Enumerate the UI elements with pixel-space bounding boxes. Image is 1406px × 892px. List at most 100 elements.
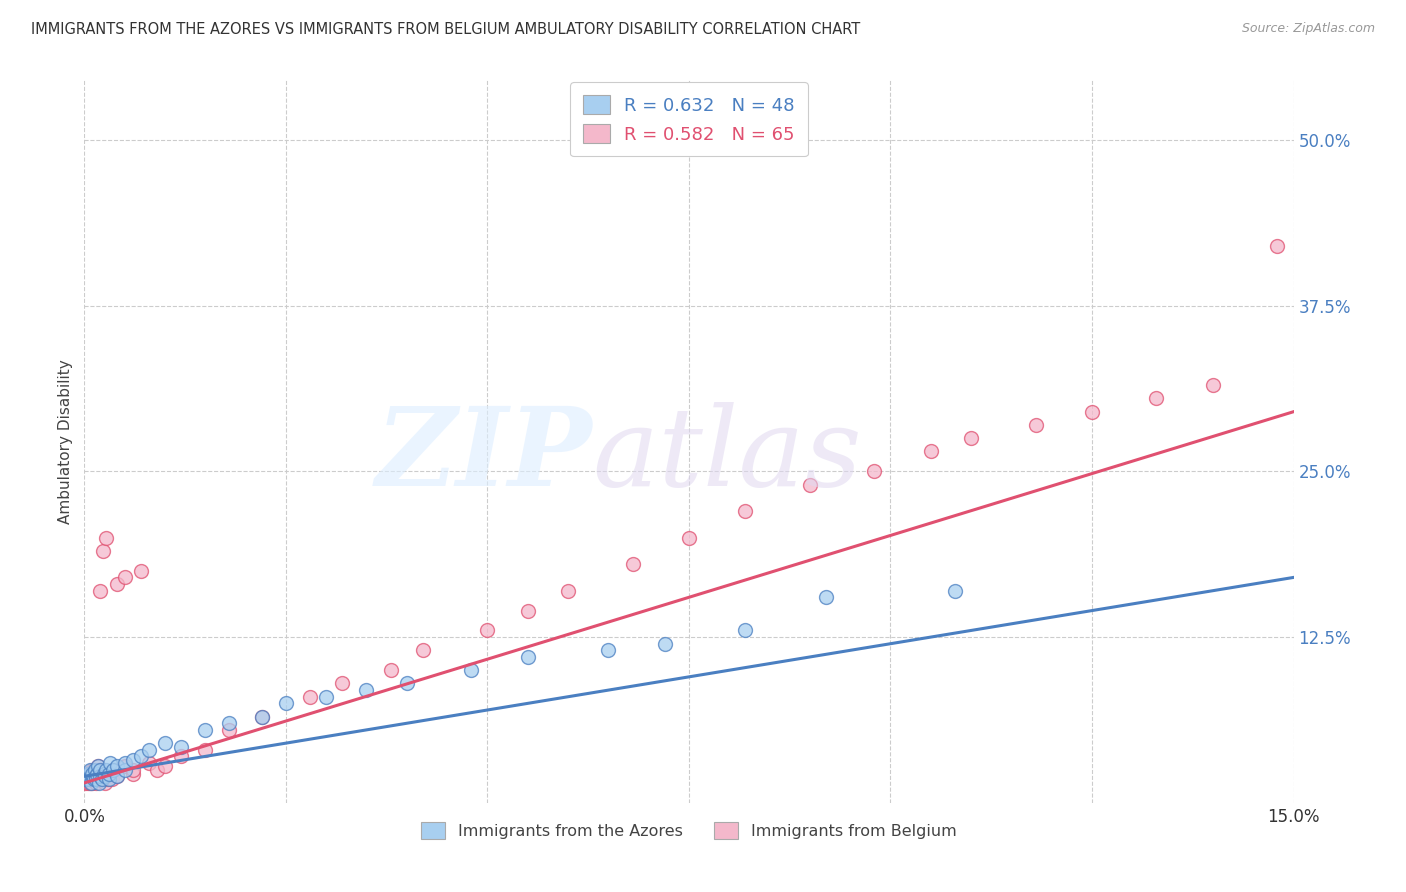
Point xyxy=(598,643,620,657)
Point xyxy=(194,723,217,737)
Point xyxy=(93,766,115,780)
Point xyxy=(557,583,579,598)
Text: atlas: atlas xyxy=(592,402,862,509)
Point xyxy=(84,766,107,780)
Point xyxy=(86,776,108,790)
Point xyxy=(138,743,160,757)
Point xyxy=(97,766,120,780)
Point xyxy=(100,772,122,786)
Point xyxy=(77,766,100,780)
Point xyxy=(94,763,117,777)
Point xyxy=(114,758,136,772)
Point xyxy=(146,763,169,777)
Point xyxy=(218,716,240,731)
Point xyxy=(86,766,108,780)
Point xyxy=(114,756,136,770)
Point xyxy=(330,676,353,690)
Text: IMMIGRANTS FROM THE AZORES VS IMMIGRANTS FROM BELGIUM AMBULATORY DISABILITY CORR: IMMIGRANTS FROM THE AZORES VS IMMIGRANTS… xyxy=(31,22,860,37)
Point xyxy=(89,583,111,598)
Point xyxy=(96,772,118,786)
Point xyxy=(82,769,104,783)
Point xyxy=(80,776,103,790)
Text: Source: ZipAtlas.com: Source: ZipAtlas.com xyxy=(1241,22,1375,36)
Point xyxy=(170,740,193,755)
Point xyxy=(89,769,111,783)
Point xyxy=(93,766,115,780)
Point xyxy=(93,769,115,783)
Point xyxy=(105,758,128,772)
Point xyxy=(477,624,499,638)
Point xyxy=(98,756,121,770)
Point xyxy=(101,763,124,777)
Point xyxy=(1081,405,1104,419)
Point xyxy=(734,504,756,518)
Point xyxy=(153,736,176,750)
Point xyxy=(89,763,111,777)
Point xyxy=(87,776,110,790)
Point xyxy=(94,776,117,790)
Point xyxy=(75,772,97,786)
Point xyxy=(621,557,644,571)
Point xyxy=(920,444,942,458)
Point xyxy=(80,769,103,783)
Point xyxy=(814,591,837,605)
Point xyxy=(87,758,110,772)
Point xyxy=(97,769,120,783)
Point xyxy=(80,763,103,777)
Point xyxy=(121,763,143,777)
Point xyxy=(79,776,101,790)
Point xyxy=(380,663,402,677)
Point xyxy=(105,769,128,783)
Point xyxy=(863,464,886,478)
Point xyxy=(129,564,152,578)
Point xyxy=(114,570,136,584)
Point xyxy=(91,772,114,786)
Point xyxy=(356,683,378,698)
Point xyxy=(89,763,111,777)
Point xyxy=(91,772,114,786)
Point xyxy=(274,697,297,711)
Point xyxy=(83,763,105,777)
Point xyxy=(1202,378,1225,392)
Point xyxy=(1146,392,1168,406)
Point xyxy=(114,763,136,777)
Point xyxy=(77,766,100,780)
Point xyxy=(412,643,434,657)
Point xyxy=(460,663,482,677)
Point xyxy=(315,690,337,704)
Point xyxy=(734,624,756,638)
Point xyxy=(218,723,240,737)
Point xyxy=(94,531,117,545)
Point xyxy=(250,709,273,723)
Point xyxy=(89,769,111,783)
Point xyxy=(250,709,273,723)
Point xyxy=(87,772,110,786)
Point xyxy=(1025,417,1047,432)
Point xyxy=(138,756,160,770)
Point xyxy=(799,477,821,491)
Y-axis label: Ambulatory Disability: Ambulatory Disability xyxy=(58,359,73,524)
Point xyxy=(87,758,110,772)
Point xyxy=(97,772,120,786)
Point xyxy=(86,772,108,786)
Text: ZIP: ZIP xyxy=(375,402,592,509)
Point xyxy=(83,763,105,777)
Point xyxy=(170,749,193,764)
Point xyxy=(83,772,105,786)
Point xyxy=(82,776,104,790)
Point xyxy=(77,772,100,786)
Point xyxy=(77,772,100,786)
Point xyxy=(80,769,103,783)
Point xyxy=(516,603,538,617)
Point xyxy=(1267,239,1289,253)
Point xyxy=(943,583,966,598)
Point xyxy=(82,766,104,780)
Point xyxy=(121,753,143,767)
Point xyxy=(76,776,98,790)
Point xyxy=(194,743,217,757)
Point xyxy=(103,763,125,777)
Point xyxy=(75,772,97,786)
Point xyxy=(98,766,121,780)
Point xyxy=(79,763,101,777)
Point xyxy=(129,749,152,764)
